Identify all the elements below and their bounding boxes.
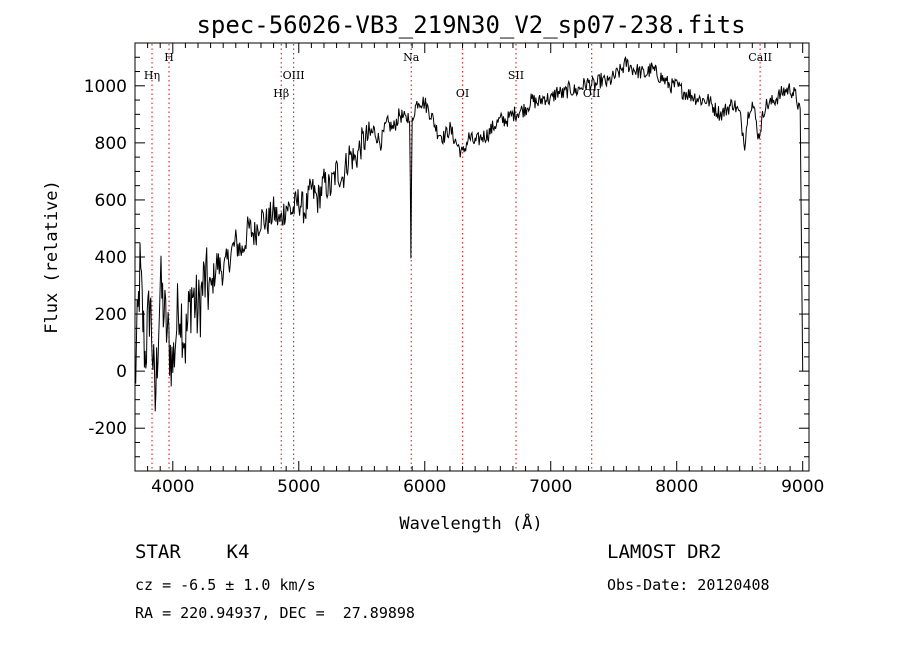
spectral-line-markers xyxy=(151,44,761,470)
spectral-line-label: OIII xyxy=(283,69,305,82)
spectral-line-label: Hβ xyxy=(273,87,289,100)
spectral-line-label: H xyxy=(164,51,174,64)
chart-title: spec-56026-VB3_219N30_V2_sp07-238.fits xyxy=(196,11,745,39)
x-tick-label: 6000 xyxy=(403,477,446,497)
x-tick-label: 7000 xyxy=(529,477,572,497)
x-tick-label: 8000 xyxy=(655,477,698,497)
y-tick-label: 200 xyxy=(95,305,127,325)
ra-dec-coordinates: RA = 220.94937, DEC = 27.89898 xyxy=(135,604,415,622)
spectral-line-label: SII xyxy=(508,69,524,82)
plot-frame xyxy=(134,42,810,472)
spectral-line-label: OII xyxy=(583,87,601,100)
spectral-line-label: Na xyxy=(403,51,420,64)
flux-line xyxy=(134,55,804,412)
spectral-line-label: Hη xyxy=(144,69,160,82)
y-tick-label: 800 xyxy=(95,134,127,154)
spectral-line-labels: Hη H Hβ OIII Na OI SII OII CaII xyxy=(144,51,772,100)
y-tick-label: 400 xyxy=(95,248,127,268)
y-axis-label: Flux (relative) xyxy=(42,180,62,334)
spectral-line-label: CaII xyxy=(748,51,772,64)
x-tick-label: 9000 xyxy=(781,477,824,497)
spectral-line-label: OI xyxy=(456,87,469,100)
survey-name: LAMOST DR2 xyxy=(607,541,722,563)
x-axis-ticks: 4000 5000 6000 7000 8000 9000 xyxy=(134,43,824,497)
y-tick-label: 0 xyxy=(116,362,127,382)
x-tick-label: 5000 xyxy=(277,477,320,497)
y-tick-label: -200 xyxy=(88,419,127,439)
x-tick-label: 4000 xyxy=(151,477,194,497)
redshift-cz: cz = -6.5 ± 1.0 km/s xyxy=(135,576,316,594)
y-axis-ticks: -200 0 200 400 600 800 1000 xyxy=(84,56,809,458)
star-classification: STAR K4 xyxy=(135,541,250,563)
x-axis-label: Wavelength (Å) xyxy=(399,512,542,534)
y-tick-label: 600 xyxy=(95,191,127,211)
flux-series xyxy=(134,55,804,412)
spectrum-chart: spec-56026-VB3_219N30_V2_sp07-238.fits H… xyxy=(42,11,824,534)
y-tick-label: 1000 xyxy=(84,77,127,97)
observation-date: Obs-Date: 20120408 xyxy=(607,576,770,594)
